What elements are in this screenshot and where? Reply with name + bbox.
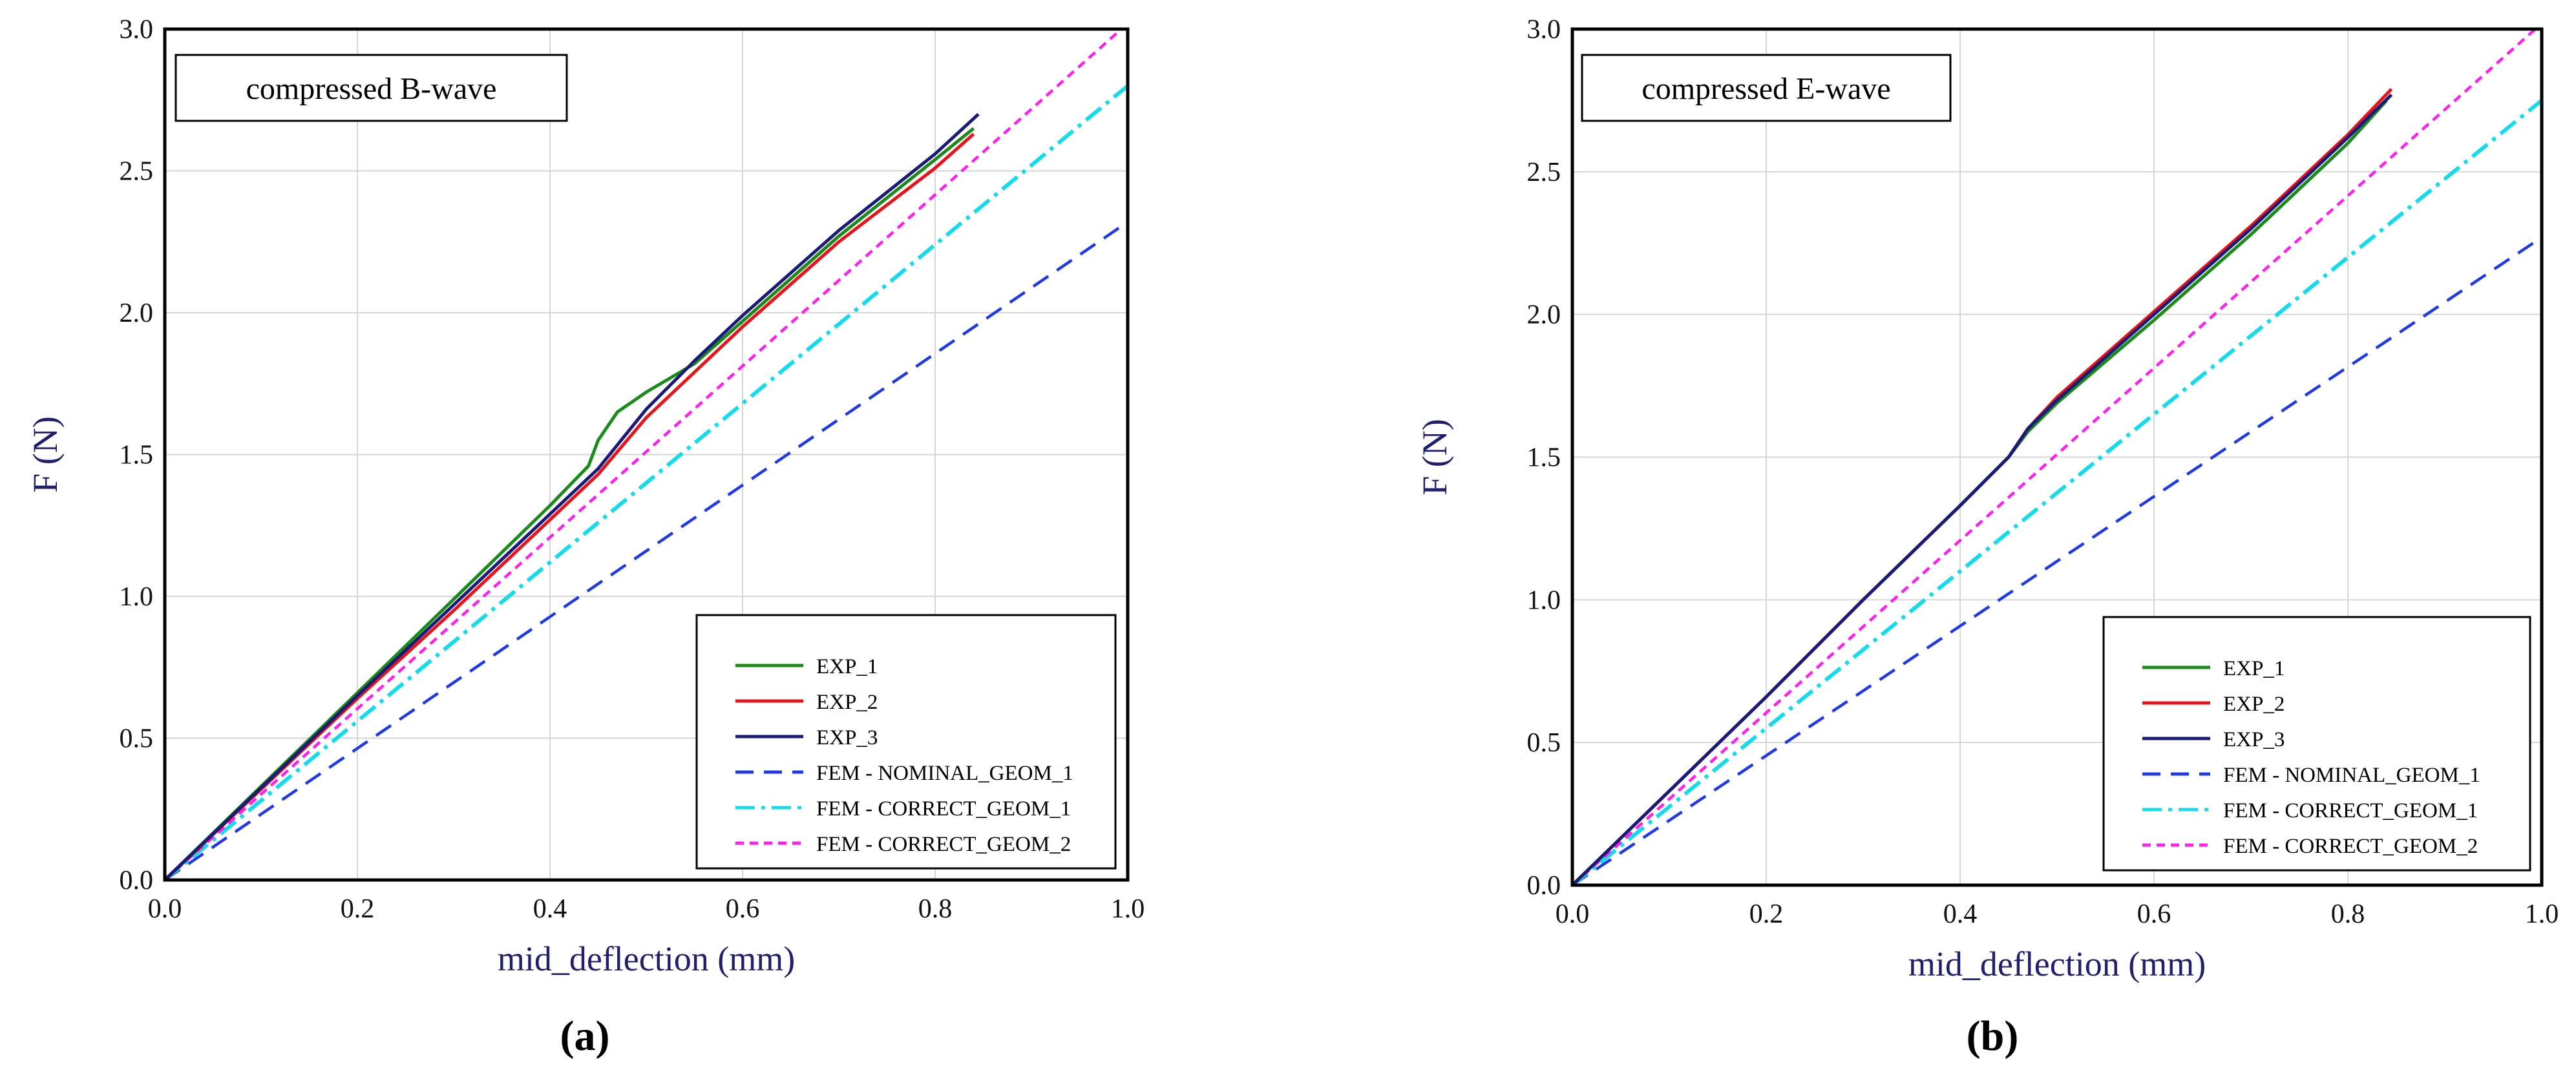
- title-box: [174, 54, 568, 122]
- x-tick-label: 1.0: [1111, 894, 1145, 924]
- chart-title: compressed B-wave: [246, 72, 497, 106]
- x-tick-label: 0.8: [918, 894, 953, 924]
- x-tick-label: 1.0: [2525, 899, 2559, 929]
- series-line-fem-correct-geom-1: [1572, 99, 2542, 885]
- legend-label: EXP_3: [816, 726, 878, 749]
- y-tick-label: 3.0: [1527, 15, 1561, 45]
- series-line-exp-3: [1572, 93, 2393, 885]
- grid: [165, 29, 1128, 880]
- chart-panel-a: 0.0 0.2 0.4 0.6 0.8 1.0 0.0 0.5 1.0 1.5 2.0 2.5 3.0 m…: [26, 15, 1145, 1060]
- series-line-fem-correct-geom-2: [1572, 29, 2538, 885]
- y-tick-label: 3.0: [120, 15, 154, 45]
- x-tick-label: 0.0: [148, 894, 182, 924]
- chart-panel-b: 0.0 0.2 0.4 0.6 0.8 1.0 0.0 0.5 1.0 1.5 2.0 2.5 3.0 m…: [1288, 0, 2576, 1068]
- title-box: [1581, 54, 1952, 122]
- panel-label: (a): [560, 1012, 610, 1060]
- y-tick-label: 0.5: [120, 724, 154, 754]
- series-line-exp-1: [165, 127, 975, 880]
- plot-frame: [1570, 27, 2544, 887]
- chart-b-svg: 0.0 0.2 0.4 0.6 0.8 1.0 0.0 0.5 1.0 1.5 2.0 2.5 3.0 m…: [1415, 15, 2559, 1060]
- series-line-exp-2: [165, 132, 975, 880]
- y-tick-label: 2.5: [1527, 158, 1561, 187]
- legend-label: FEM - NOMINAL_GEOM_1: [2223, 764, 2480, 787]
- legend-label: EXP_1: [816, 655, 878, 678]
- x-tick-label: 0.6: [726, 894, 760, 924]
- chart-a-svg: 0.0 0.2 0.4 0.6 0.8 1.0 0.0 0.5 1.0 1.5 2.0 2.5 3.0 m…: [26, 15, 1145, 1060]
- x-tick-label: 0.4: [533, 894, 567, 924]
- y-tick-label: 0.0: [120, 866, 154, 895]
- x-tick-label: 0.2: [1749, 899, 1784, 929]
- y-tick-label: 1.5: [120, 441, 154, 470]
- y-axis-label: F (N): [1415, 419, 1454, 496]
- x-axis-label: mid_deflection (mm): [1908, 945, 2206, 983]
- legend-label: FEM - CORRECT_GEOM_2: [816, 833, 1071, 856]
- y-tick-label: 0.0: [1527, 871, 1561, 901]
- legend-box: [2102, 616, 2531, 872]
- series-line-exp-3: [165, 112, 980, 880]
- x-tick-label: 0.8: [2331, 899, 2365, 929]
- legend-label: FEM - CORRECT_GEOM_1: [816, 797, 1071, 821]
- legend-label: EXP_2: [816, 691, 878, 714]
- y-tick-label: 2.0: [120, 298, 154, 328]
- series-group: [165, 29, 1128, 880]
- x-tick-label: 0.4: [1943, 899, 1978, 929]
- legend-box: [695, 614, 1117, 870]
- legend-label: FEM - CORRECT_GEOM_1: [2223, 799, 2478, 822]
- series-line-fem-correct-geom-1: [165, 84, 1128, 880]
- plot-frame: [163, 27, 1130, 882]
- legend-label: EXP_2: [2223, 693, 2285, 716]
- x-tick-label: 0.0: [1556, 899, 1590, 929]
- y-axis-label: F (N): [26, 416, 65, 493]
- legend-label: EXP_1: [2223, 657, 2285, 680]
- legend-label: FEM - CORRECT_GEOM_2: [2223, 835, 2478, 858]
- y-tick-label: 1.0: [1527, 585, 1561, 615]
- legend-label: FEM - NOMINAL_GEOM_1: [816, 762, 1073, 785]
- x-tick-label: 0.2: [341, 894, 375, 924]
- legend-label: EXP_3: [2223, 728, 2285, 751]
- panel-label: (b): [1967, 1012, 2019, 1060]
- y-tick-label: 1.0: [120, 582, 154, 612]
- y-tick-label: 1.5: [1527, 443, 1561, 473]
- series-line-fem-nominal-geom-1: [1572, 236, 2542, 885]
- y-tick-label: 0.5: [1527, 728, 1561, 758]
- y-tick-label: 2.5: [120, 157, 154, 187]
- y-tick-label: 2.0: [1527, 300, 1561, 330]
- x-axis-label: mid_deflection (mm): [498, 939, 795, 978]
- series-group: [1572, 29, 2542, 885]
- x-tick-label: 0.6: [2137, 899, 2171, 929]
- chart-title: compressed E-wave: [1642, 72, 1890, 106]
- series-line-fem-nominal-geom-1: [165, 220, 1128, 880]
- series-line-fem-correct-geom-2: [165, 29, 1124, 880]
